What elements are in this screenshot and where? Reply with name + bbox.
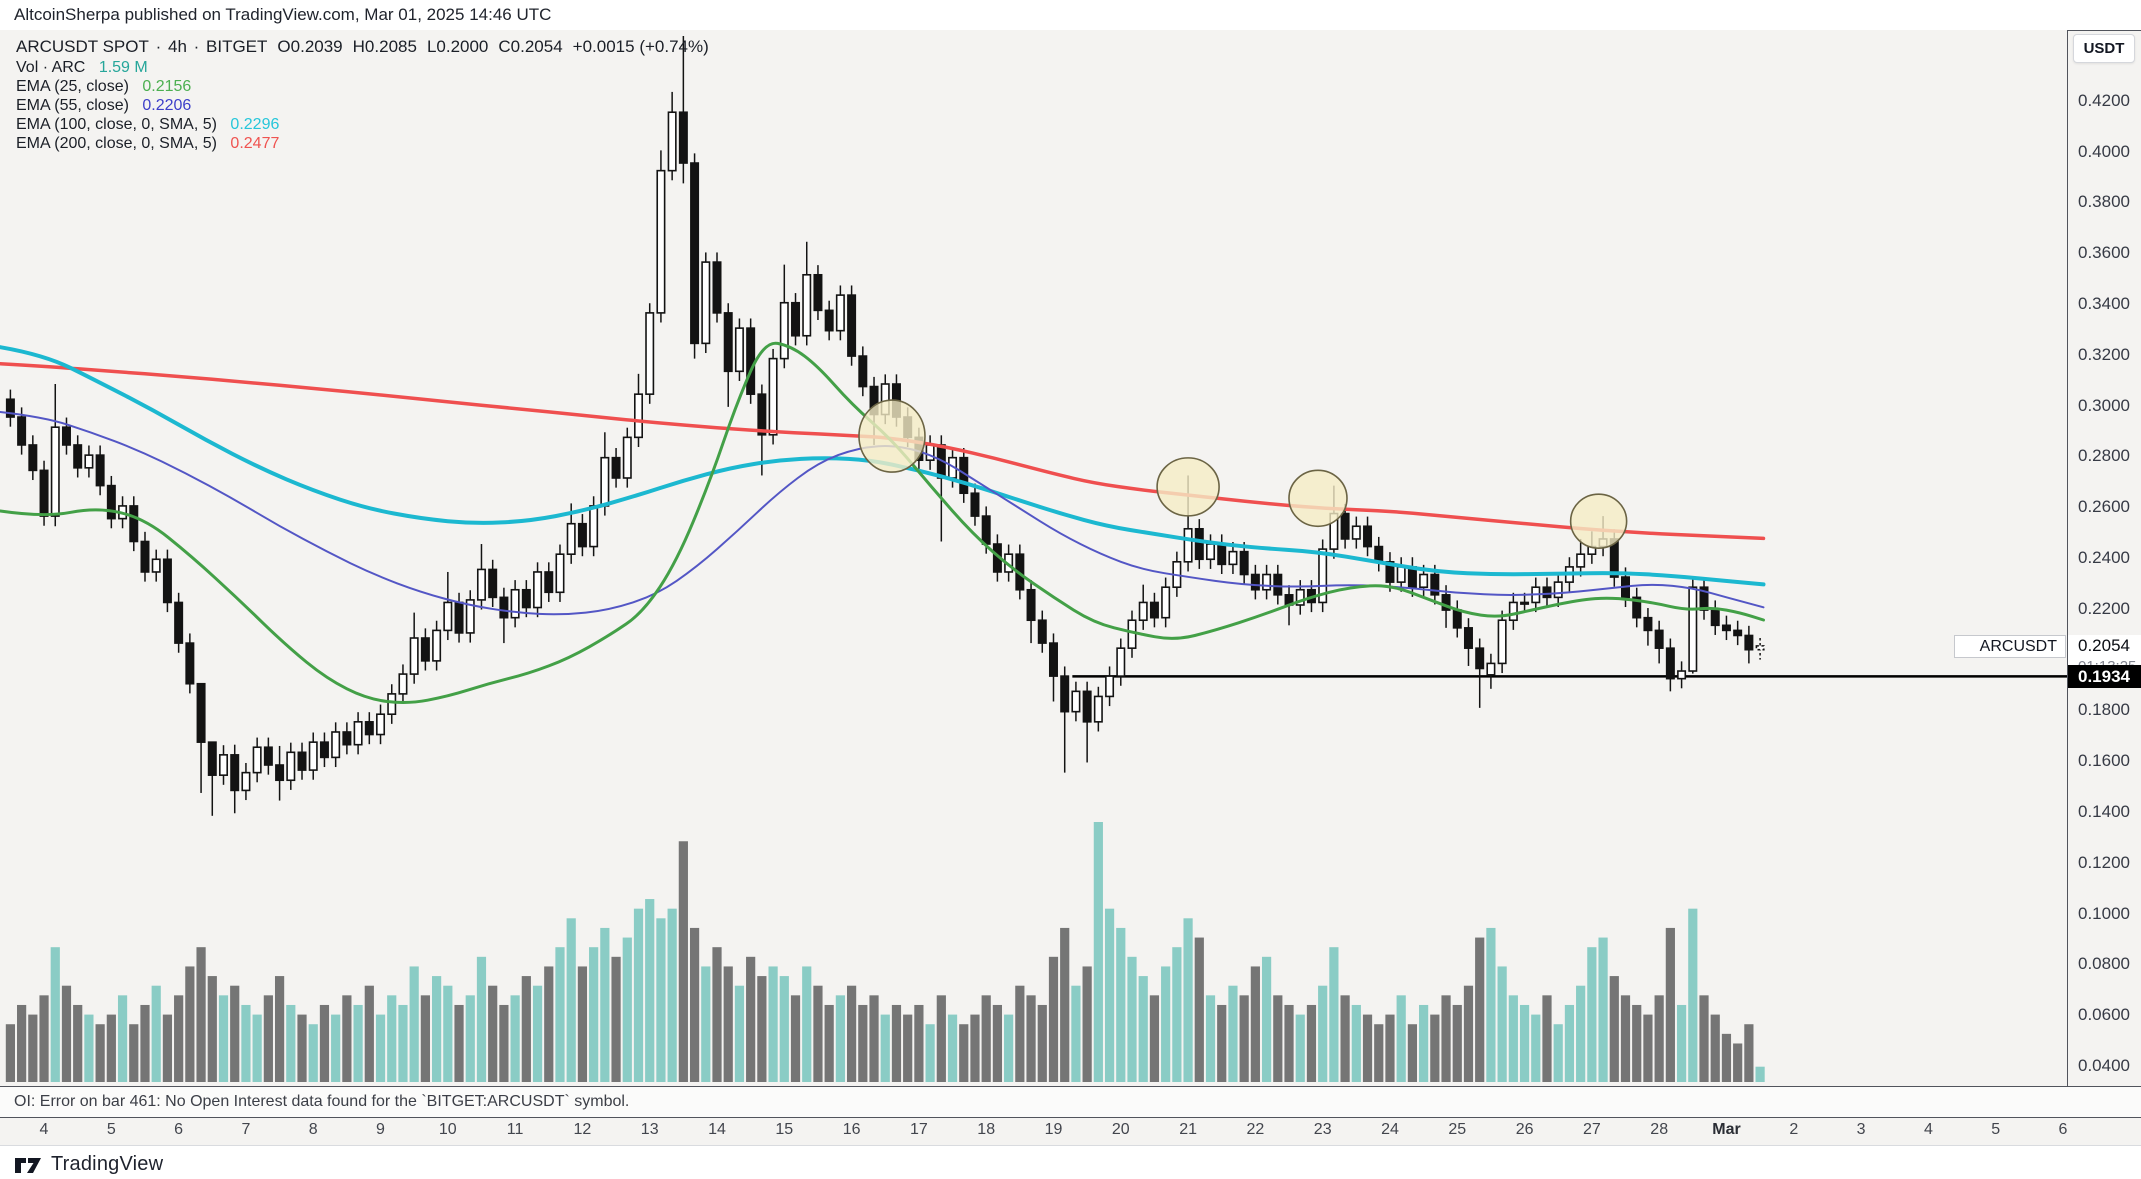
legend-exchange: BITGET <box>206 37 268 56</box>
legend-ema100-row[interactable]: EMA (100, close, 0, SMA, 5) 0.2296 <box>16 115 709 134</box>
price-tick: 0.3400 <box>2078 294 2130 313</box>
time-tick: 18 <box>977 1121 996 1138</box>
ema25-value: 0.2156 <box>142 78 192 95</box>
price-tick: 0.4200 <box>2078 90 2130 110</box>
time-tick: 10 <box>438 1121 457 1138</box>
price-tick: 0.1600 <box>2078 751 2130 771</box>
price-tick: 0.3600 <box>2078 243 2130 263</box>
time-axis[interactable]: 4 5 6 7 8 9 10 11 12 13 14 15 16 17 18 19 20 21 22 23 24 25 26… <box>0 1118 2141 1145</box>
indicator-error-bar: OI: Error on bar 461: No Open Interest d… <box>0 1087 2141 1117</box>
time-tick: 8 <box>308 1121 318 1138</box>
tradingview-brand-text: TradingView <box>51 1153 164 1175</box>
time-tick: 22 <box>1246 1121 1265 1138</box>
price-axis-border <box>2067 30 2068 1145</box>
legend-interval: 4h <box>167 37 187 56</box>
currency-toggle-button[interactable]: USDT <box>2073 34 2135 63</box>
price-tick: 0.1800 <box>2078 700 2130 720</box>
time-tick: 3 <box>1856 1121 1866 1138</box>
time-tick: Mar <box>1712 1121 1741 1138</box>
time-tick: 27 <box>1582 1121 1601 1138</box>
time-tick: 23 <box>1313 1121 1332 1138</box>
price-tick: 0.0400 <box>2078 1056 2130 1075</box>
ema200-value: 0.2477 <box>230 135 280 152</box>
legend-ema200-row[interactable]: EMA (200, close, 0, SMA, 5) 0.2477 <box>16 134 709 153</box>
ema100-value: 0.2296 <box>230 116 280 133</box>
price-tick: 0.2400 <box>2078 548 2130 567</box>
legend-symbol: ARCUSDT SPOT <box>16 37 149 56</box>
ema55-label: EMA (55, close) <box>16 97 129 114</box>
time-tick: 26 <box>1515 1121 1534 1138</box>
tradingview-logo[interactable]: TradingView <box>14 1153 163 1176</box>
ema25-label: EMA (25, close) <box>16 78 129 95</box>
time-tick: 28 <box>1650 1121 1669 1138</box>
time-tick: 19 <box>1044 1121 1063 1138</box>
time-tick: 9 <box>376 1121 385 1138</box>
ohlc-change: +0.0015 (+0.74%) <box>572 37 709 56</box>
chart-canvas[interactable] <box>0 30 2067 1086</box>
price-tick: 0.2800 <box>2078 446 2130 466</box>
symbol-price-tag: ARCUSDT <box>1954 634 2066 658</box>
time-tick: 2 <box>1789 1121 1799 1138</box>
legend-symbol-row[interactable]: ARCUSDT SPOT · 4h · BITGET O0.2039 H0.2085… <box>16 37 709 56</box>
legend-ema55-row[interactable]: EMA (55, close) 0.2206 <box>16 96 709 115</box>
price-tick: 0.0800 <box>2078 954 2130 974</box>
ohlc-low: L0.2000 <box>426 37 489 56</box>
price-tick: 0.2200 <box>2078 598 2130 618</box>
legend-ohlc: O0.2039 H0.2085 L0.2000 C0.2054 +0.0015 (+0.… <box>267 37 708 56</box>
time-tick: 11 <box>506 1121 524 1138</box>
time-tick: 17 <box>909 1121 928 1138</box>
time-axis-border <box>0 1117 2141 1118</box>
time-tick: 6 <box>174 1121 184 1138</box>
legend-ema25-row[interactable]: EMA (25, close) 0.2156 <box>16 77 709 96</box>
price-tick: 0.3000 <box>2078 395 2130 415</box>
price-tick: 0.1400 <box>2078 802 2130 821</box>
publish-text: AltcoinSherpa published on TradingView.c… <box>14 5 552 24</box>
volume-value: 1.59 M <box>98 59 148 76</box>
chart-legend: ARCUSDT SPOT · 4h · BITGET O0.2039 H0.2085… <box>16 36 709 153</box>
time-tick: 4 <box>1923 1121 1933 1138</box>
time-tick: 21 <box>1179 1121 1197 1138</box>
price-tick: 0.3800 <box>2078 192 2130 212</box>
price-tick: 0.2600 <box>2078 497 2130 517</box>
time-tick: 25 <box>1448 1121 1467 1138</box>
ema55-value: 0.2206 <box>142 97 192 114</box>
ohlc-open: O0.2039 <box>277 37 343 56</box>
time-tick: 16 <box>842 1121 861 1138</box>
time-tick: 5 <box>106 1121 116 1138</box>
footer-bar: TradingView <box>0 1145 2141 1179</box>
price-tick: 0.1000 <box>2078 903 2130 923</box>
price-tick: 0.4000 <box>2078 141 2130 161</box>
publish-bar: AltcoinSherpa published on TradingView.c… <box>0 0 2141 30</box>
ema200-label: EMA (200, close, 0, SMA, 5) <box>16 135 217 152</box>
time-tick: 15 <box>775 1121 794 1138</box>
volume-label: Vol · ARC <box>16 59 86 76</box>
current-price-label: 0.2054 <box>2068 634 2141 657</box>
time-tick: 12 <box>573 1121 592 1138</box>
legend-volume-row[interactable]: Vol · ARC 1.59 M <box>16 58 709 77</box>
pane-bottom-border <box>0 1086 2141 1087</box>
price-tick: 0.3200 <box>2078 344 2130 364</box>
support-price-label: 0.1934 <box>2068 665 2141 689</box>
time-tick: 4 <box>39 1121 49 1138</box>
ema100-label: EMA (100, close, 0, SMA, 5) <box>16 116 217 133</box>
time-tick: 6 <box>2058 1121 2068 1138</box>
time-tick: 13 <box>640 1121 659 1138</box>
ohlc-close: C0.2054 <box>498 37 563 56</box>
time-tick: 24 <box>1381 1121 1399 1138</box>
time-tick: 20 <box>1111 1121 1130 1138</box>
time-tick: 14 <box>708 1121 726 1138</box>
ohlc-high: H0.2085 <box>352 37 417 56</box>
price-tick: 0.1200 <box>2078 852 2130 872</box>
time-tick: 5 <box>1991 1121 2001 1138</box>
error-text: OI: Error on bar 461: No Open Interest d… <box>14 1093 630 1110</box>
price-axis[interactable]: USDT 0.4200 0.4000 0.3800 0.3600 0.3400 0.320… <box>2068 30 2141 1117</box>
price-tick: 0.0600 <box>2078 1005 2130 1025</box>
time-tick: 7 <box>241 1121 251 1138</box>
tradingview-logo-icon <box>14 1155 44 1174</box>
